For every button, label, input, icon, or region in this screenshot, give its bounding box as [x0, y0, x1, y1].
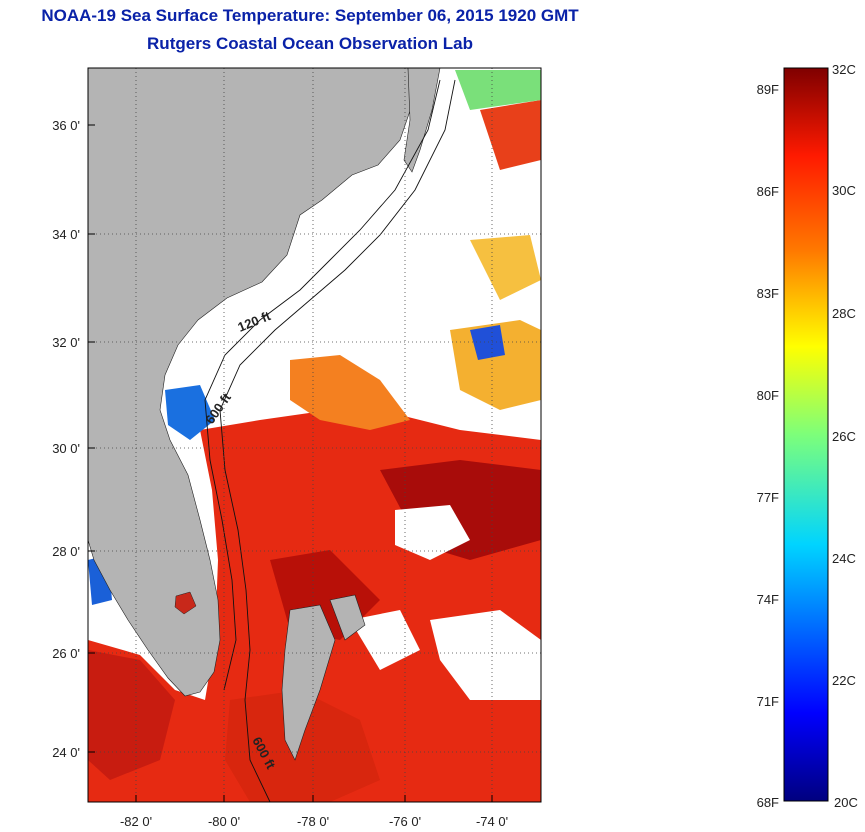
lat-label: 36 0'	[52, 118, 80, 133]
cb-c-label: 32C	[832, 62, 856, 77]
cb-f-label: 74F	[757, 592, 779, 607]
map-frame	[87, 67, 542, 803]
lake-okeechobee	[174, 591, 197, 615]
map-title: NOAA-19 Sea Surface Temperature: Septemb…	[41, 6, 579, 25]
lon-label: -76 0'	[389, 814, 421, 829]
cb-c-label: 30C	[832, 183, 856, 198]
lon-label: -80 0'	[208, 814, 240, 829]
lat-label: 32 0'	[52, 335, 80, 350]
cb-f-label: 83F	[757, 286, 779, 301]
lat-label: 30 0'	[52, 441, 80, 456]
colorbar-fahrenheit-labels: 89F 86F 83F 80F 77F 74F 71F 68F	[757, 82, 779, 810]
axis-ticks	[88, 124, 493, 802]
cb-f-label: 71F	[757, 694, 779, 709]
depth-contour-600ft	[219, 79, 456, 802]
colorbar	[783, 67, 829, 802]
cb-c-label: 28C	[832, 306, 856, 321]
bahamas-abaco-land	[329, 594, 366, 641]
longitude-labels: -82 0' -80 0' -78 0' -76 0' -74 0'	[120, 814, 508, 829]
cb-c-label: 20C	[834, 795, 858, 810]
lat-label: 24 0'	[52, 745, 80, 760]
lon-label: -74 0'	[476, 814, 508, 829]
cb-f-label: 86F	[757, 184, 779, 199]
cb-f-label: 68F	[757, 795, 779, 810]
us-coastline-land	[88, 68, 413, 697]
lat-label: 28 0'	[52, 544, 80, 559]
lat-label: 26 0'	[52, 646, 80, 661]
map-area: 120 ft 600 ft 600 ft	[88, 68, 541, 802]
outer-banks-land	[403, 68, 441, 173]
lon-label: -82 0'	[120, 814, 152, 829]
cb-c-label: 24C	[832, 551, 856, 566]
cb-c-label: 22C	[832, 673, 856, 688]
map-subtitle: Rutgers Coastal Ocean Observation Lab	[147, 34, 473, 53]
lon-label: -78 0'	[297, 814, 329, 829]
cb-f-label: 77F	[757, 490, 779, 505]
cb-c-label: 26C	[832, 429, 856, 444]
bahamas-andros-land	[281, 604, 336, 761]
cb-f-label: 80F	[757, 388, 779, 403]
lat-label: 34 0'	[52, 227, 80, 242]
cb-f-label: 89F	[757, 82, 779, 97]
colorbar-celsius-labels: 32C 30C 28C 26C 24C 22C 20C	[832, 62, 858, 810]
latitude-labels: 24 0' 26 0' 28 0' 30 0' 32 0' 34 0' 36 0…	[52, 118, 80, 760]
depth-contour-120ft	[204, 79, 441, 691]
